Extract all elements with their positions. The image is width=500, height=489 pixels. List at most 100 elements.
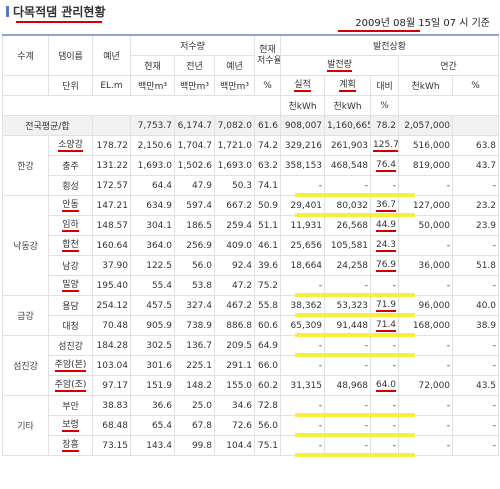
table-row: 섬진강 섬진강 184.28 302.5 136.7 209.5 64.9- - - - - (2, 335, 500, 396)
summary-cell (92, 115, 131, 136)
highlighter-stroke (294, 332, 415, 337)
value-cell: 36,000 (398, 255, 454, 276)
table-header: 수계 댐이름 예년 저수량 현재 저수율 발전상황 현재 전년 예년 발전량 연… (1, 34, 500, 116)
value-cell: 905.9 (130, 315, 175, 336)
value-cell: 74.1 (254, 175, 282, 196)
value-cell: 131.22 (92, 155, 131, 176)
value-cell: 160.64 (92, 235, 131, 256)
value-cell: 18,664 (280, 255, 326, 276)
value-cell: 155.0 (213, 375, 256, 396)
value-cell: 56.0 (174, 255, 215, 276)
unit-pct-ratio: % (370, 95, 400, 116)
dam-cell: 임하 (48, 215, 93, 236)
dam-cell: 주암(조) (48, 375, 93, 396)
dam-name: 보령 (62, 419, 79, 432)
value-cell: 74.2 (254, 135, 282, 156)
store-last-header: 전년 (174, 55, 215, 76)
summary-cell: 2,057,000 (398, 115, 454, 136)
table-row: 주암(조) 97.17 151.9 148.2 155.0 60.2 31,315 48,96… (3, 375, 500, 396)
value-cell: 23.2 (452, 195, 500, 216)
value-cell: 70.48 (92, 315, 131, 336)
summary-cell: 1,160,665 (324, 115, 372, 136)
rate-header: 현재 저수율 (254, 34, 282, 76)
unit-mcm-last: 백만m³ (174, 75, 215, 96)
value-cell: 291.1 (213, 355, 256, 376)
value-cell: 11,931 (280, 215, 326, 236)
elev-header: 예년 (92, 34, 131, 76)
region-cell: 한강 (2, 135, 49, 196)
table-row: 대청 70.48 905.9 738.9 886.8 60.6 65,309 91,448 71… (3, 315, 500, 336)
unit-mcm-now: 백만m³ (130, 75, 175, 96)
value-cell: 51.1 (254, 215, 282, 236)
value-cell: - (280, 355, 326, 376)
value-cell: 148.2 (174, 375, 215, 396)
summary-cell: 6,174.7 (174, 115, 215, 136)
value-cell: 1,693.0 (130, 155, 175, 176)
page-title: 다목적댐 관리현황 (6, 3, 106, 20)
value-cell: 1,721.0 (213, 135, 256, 156)
value-cell: 467.2 (213, 295, 256, 316)
dam-cell: 장흥 (48, 435, 93, 456)
value-cell: 23.9 (452, 215, 500, 236)
value-cell: 43.5 (452, 375, 500, 396)
value-cell: 53.8 (174, 275, 215, 296)
gen-amount-header: 발전량 (280, 55, 400, 76)
page-title-text: 다목적댐 관리현황 (13, 5, 106, 19)
dam-name: 안동 (62, 199, 79, 212)
value-cell: 50,000 (398, 215, 454, 236)
summary-label: 전국평균/합 (2, 115, 93, 136)
unit-pct-annual: % (452, 75, 500, 96)
value-cell: 72.6 (213, 415, 256, 436)
value-cell: 55.4 (130, 275, 175, 296)
unit-spacer-2 (398, 95, 500, 116)
value-cell: 147.21 (92, 195, 131, 216)
value-cell: 75.1 (254, 435, 282, 456)
dam-name: 주암(본) (54, 359, 87, 372)
value-cell: - (452, 335, 500, 356)
value-cell: 301.6 (130, 355, 175, 376)
table-row: 임하 148.57 304.1 186.5 259.4 51.1 11,931 26,568 4… (3, 215, 500, 236)
value-cell: 72,000 (398, 375, 454, 396)
region-cell: 기타 (2, 395, 49, 456)
dam-name: 남강 (62, 262, 79, 272)
value-cell: 195.40 (92, 275, 131, 296)
value-cell: 92.4 (213, 255, 256, 276)
table-row: 충주 131.22 1,693.0 1,502.6 1,693.0 63.2 358,153… (3, 155, 500, 176)
region-cell: 섬진강 (2, 335, 49, 396)
dam-name: 밀양 (62, 279, 79, 292)
value-cell: 68.48 (92, 415, 131, 436)
gen-plan-header: 계획 (324, 75, 372, 96)
unit-kwh-actual: 천kWh (280, 95, 326, 116)
value-cell: 819,000 (398, 155, 454, 176)
ratio-cell: 76.9 (370, 255, 400, 276)
summary-cell: 908,007 (280, 115, 326, 136)
value-cell: 304.1 (130, 215, 175, 236)
value-cell: 103.04 (92, 355, 131, 376)
dam-name: 대청 (62, 322, 79, 332)
value-cell: - (370, 355, 400, 376)
dam-status-table: 수계 댐이름 예년 저수량 현재 저수율 발전상황 현재 전년 예년 발전량 연… (1, 34, 500, 456)
value-cell: 254.12 (92, 295, 131, 316)
table-row: 낙동강 안동 147.21 634.9 597.4 667.2 50.9 29,401 80,0… (2, 195, 500, 296)
value-cell: - (452, 175, 500, 196)
value-cell: 1,704.7 (174, 135, 215, 156)
value-cell: 358,153 (280, 155, 326, 176)
ratio-cell: 125.7 (370, 135, 400, 156)
summary-cell: 78.2 (370, 115, 400, 136)
dam-name: 부안 (62, 402, 79, 412)
date-annotation-underline (338, 30, 420, 32)
dam-name: 용담 (62, 302, 79, 312)
dam-cell: 합천 (48, 235, 93, 256)
dam-name: 장흥 (62, 439, 79, 452)
table-body: 전국평균/합 7,753.7 6,174.7 7,082.0 61.6 908,007 1,… (2, 115, 500, 456)
value-cell: 409.0 (213, 235, 256, 256)
dam-cell: 남강 (48, 255, 93, 276)
value-cell: 60.6 (254, 315, 282, 336)
value-cell: 209.5 (213, 335, 256, 356)
value-cell: 1,693.0 (213, 155, 256, 176)
value-cell: 2,150.6 (130, 135, 175, 156)
dam-name: 횡성 (62, 182, 79, 192)
summary-cell: 7,753.7 (130, 115, 175, 136)
dam-cell: 용담 (48, 295, 93, 316)
value-cell: - (324, 355, 372, 376)
